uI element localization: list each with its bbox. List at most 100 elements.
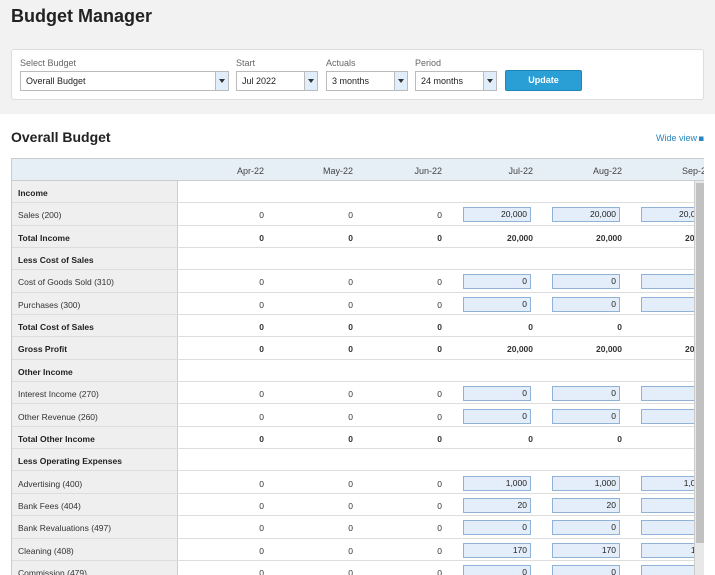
budget-title: Overall Budget [11,129,111,145]
amount-cell: 20,000 [507,232,533,243]
amount-cell: 20,000 [596,232,622,243]
amount-cell: 0 [437,567,442,575]
budget-amount-input[interactable]: 0 [463,296,531,312]
table-row: Commission (479)000000 [12,561,704,575]
amount-cell: 0 [437,232,442,243]
budget-amount-input[interactable]: 0 [552,386,620,402]
row-label: Total Cost of Sales [18,322,94,333]
row-label: Less Cost of Sales [18,255,94,266]
budget-amount-input[interactable]: 20 [463,497,531,513]
budget-amount-input[interactable]: 1,000 [552,475,620,491]
chevron-down-icon[interactable] [394,72,407,90]
column-header: Apr-22 [236,166,264,176]
update-button[interactable]: Update [505,70,582,91]
row-label: Gross Profit [18,344,68,355]
section-row: Less Operating Expenses [12,449,704,472]
budget-amount-input[interactable]: 20 [552,497,620,513]
budget-amount-input[interactable]: 0 [552,408,620,424]
total-row: Total Other Income000000 [12,427,704,450]
amount-cell: 0 [348,322,353,333]
row-label: Interest Income (270) [18,389,99,400]
amount-cell: 0 [437,500,442,511]
budget-amount-input[interactable]: 0 [552,520,620,536]
section-row: Income [12,181,704,204]
amount-cell: 0 [259,277,264,288]
budget-amount-input[interactable]: 20,000 [463,207,531,223]
chevron-down-icon[interactable] [304,72,317,90]
section-row: Less Cost of Sales [12,248,704,271]
amount-cell: 0 [259,389,264,400]
amount-cell: 0 [437,523,442,534]
wide-view-link[interactable]: Wide view [656,133,705,143]
row-label: Cost of Goods Sold (310) [18,277,114,288]
amount-cell: 0 [348,545,353,556]
start-value: Jul 2022 [242,76,277,86]
amount-cell: 0 [259,478,264,489]
budget-amount-input[interactable]: 0 [552,274,620,290]
amount-cell: 0 [348,232,353,243]
amount-cell: 0 [259,322,264,333]
amount-cell: 0 [348,567,353,575]
select-budget-dropdown[interactable]: Overall Budget [20,71,229,91]
amount-cell: 0 [348,523,353,534]
amount-cell: 0 [437,299,442,310]
select-budget-value: Overall Budget [26,76,86,86]
period-dropdown[interactable]: 24 months [415,71,497,91]
budget-amount-input[interactable]: 20,000 [552,207,620,223]
amount-cell: 0 [259,567,264,575]
amount-cell: 0 [348,344,353,355]
start-dropdown[interactable]: Jul 2022 [236,71,318,91]
budget-amount-input[interactable]: 170 [552,542,620,558]
budget-amount-input[interactable]: 20,000 [641,207,704,223]
row-label: Other Income [18,366,73,377]
external-link-icon [699,136,704,141]
wide-view-label: Wide view [655,133,697,143]
budget-amount-input[interactable]: 0 [463,520,531,536]
amount-cell: 0 [528,322,533,333]
amount-cell: 0 [259,433,264,444]
table-row: Interest Income (270)000000 [12,382,704,405]
section-row: Other Income [12,360,704,383]
budget-amount-input[interactable]: 0 [552,296,620,312]
amount-cell: 0 [437,478,442,489]
budget-amount-input[interactable]: 0 [552,564,620,575]
amount-cell: 0 [348,478,353,489]
column-header: May-22 [322,166,353,176]
table-row: Other Revenue (260)000000 [12,405,704,427]
budget-amount-input[interactable]: 1,000 [641,475,704,491]
row-label-column [12,159,178,575]
table-row: Bank Fees (404)000202020 [12,494,704,517]
row-label: Purchases (300) [18,299,81,310]
actuals-label: Actuals [326,58,356,68]
column-header: Sep-22 [681,166,704,176]
table-row: Cost of Goods Sold (310)000000 [12,270,704,293]
row-label: Commission (479) [18,567,87,575]
row-label: Total Other Income [18,433,95,444]
amount-cell: 0 [437,344,442,355]
table-row: Cleaning (408)000170170170 [12,539,704,561]
amount-cell: 0 [259,344,264,355]
amount-cell: 0 [259,232,264,243]
budget-amount-input[interactable]: 0 [463,386,531,402]
actuals-dropdown[interactable]: 3 months [326,71,408,91]
budget-amount-input[interactable]: 1,000 [463,475,531,491]
budget-amount-input[interactable]: 0 [463,408,531,424]
amount-cell: 0 [617,322,622,333]
amount-cell: 0 [348,299,353,310]
scrollbar-thumb[interactable] [696,183,704,543]
vertical-scrollbar[interactable] [694,181,704,575]
row-label: Bank Fees (404) [18,500,81,511]
row-label: Advertising (400) [18,478,83,489]
amount-cell: 0 [259,545,264,556]
budget-amount-input[interactable]: 170 [463,542,531,558]
budget-grid: Apr-22 May-22 Jun-22 Jul-22 Aug-22 Sep-22 Inc… [11,158,704,575]
chevron-down-icon[interactable] [483,72,496,90]
budget-amount-input[interactable]: 0 [463,564,531,575]
budget-amount-input[interactable]: 0 [463,274,531,290]
chevron-down-icon[interactable] [215,72,228,90]
amount-cell: 0 [259,411,264,422]
amount-cell: 0 [259,299,264,310]
period-label: Period [415,58,442,68]
